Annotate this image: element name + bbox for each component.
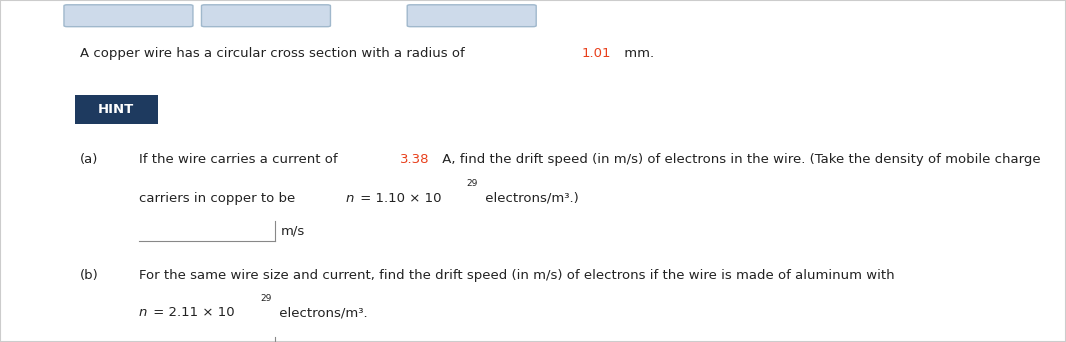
Text: electrons/m³.: electrons/m³. [275, 306, 367, 319]
Text: HINT: HINT [98, 103, 134, 116]
Text: 29: 29 [467, 180, 479, 188]
Text: 3.38: 3.38 [401, 153, 430, 166]
Text: If the wire carries a current of: If the wire carries a current of [139, 153, 341, 166]
Text: m/s: m/s [280, 224, 305, 237]
FancyBboxPatch shape [64, 5, 193, 27]
Text: n: n [139, 306, 147, 319]
Text: carriers in copper to be: carriers in copper to be [139, 192, 300, 205]
Text: mm.: mm. [620, 47, 655, 60]
FancyBboxPatch shape [75, 95, 158, 124]
Text: For the same wire size and current, find the drift speed (in m/s) of electrons i: For the same wire size and current, find… [139, 269, 894, 282]
Text: = 1.10 × 10: = 1.10 × 10 [356, 192, 442, 205]
Text: A, find the drift speed (in m/s) of electrons in the wire. (Take the density of : A, find the drift speed (in m/s) of elec… [438, 153, 1041, 166]
Text: = 2.11 × 10: = 2.11 × 10 [149, 306, 235, 319]
Text: 29: 29 [260, 294, 271, 303]
Text: (b): (b) [80, 269, 99, 282]
FancyBboxPatch shape [407, 5, 536, 27]
Text: A copper wire has a circular cross section with a radius of: A copper wire has a circular cross secti… [80, 47, 469, 60]
Text: m/s: m/s [280, 341, 305, 342]
Text: n: n [345, 192, 354, 205]
FancyBboxPatch shape [201, 5, 330, 27]
Text: electrons/m³.): electrons/m³.) [482, 192, 579, 205]
Text: (a): (a) [80, 153, 98, 166]
Text: 1.01: 1.01 [582, 47, 612, 60]
